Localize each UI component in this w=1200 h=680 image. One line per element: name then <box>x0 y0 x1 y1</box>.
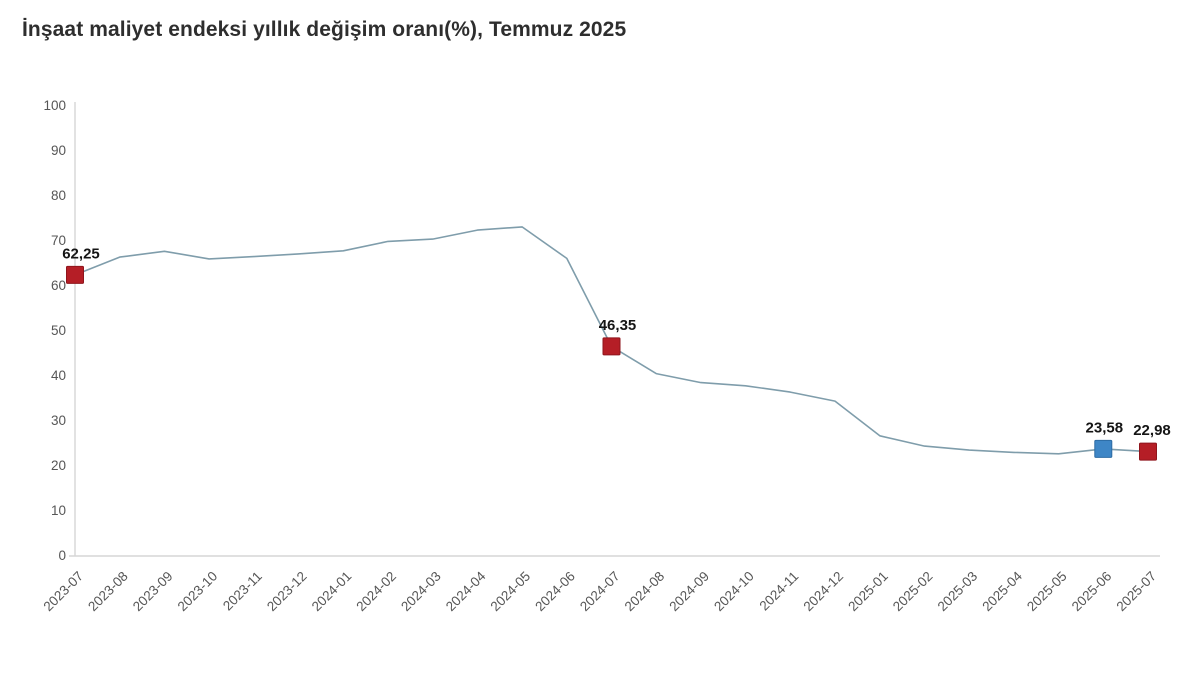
x-tick-label: 2023-07 <box>40 569 86 615</box>
y-tick-label: 40 <box>51 368 66 383</box>
x-tick-label: 2025-07 <box>1113 569 1159 615</box>
x-tick-label: 2024-01 <box>309 569 355 615</box>
x-tick-label: 2023-09 <box>130 569 176 615</box>
point-value-label: 22,98 <box>1133 422 1171 439</box>
x-tick-label: 2025-03 <box>935 569 981 615</box>
x-tick-label: 2025-06 <box>1069 569 1115 615</box>
x-tick-label: 2025-04 <box>979 568 1025 614</box>
y-tick-label: 60 <box>51 278 66 293</box>
chart-title: İnşaat maliyet endeksi yıllık değişim or… <box>22 18 627 41</box>
data-marker-blue <box>1094 439 1113 458</box>
x-tick-label: 2024-06 <box>532 569 578 615</box>
x-tick-label: 2023-08 <box>85 569 131 615</box>
y-tick-label: 0 <box>58 548 66 563</box>
x-tick-label: 2024-07 <box>577 569 623 615</box>
data-marker-red <box>602 337 621 356</box>
point-value-label: 62,25 <box>62 245 100 262</box>
x-tick-label: 2024-10 <box>711 569 757 615</box>
x-tick-label: 2023-12 <box>264 569 310 615</box>
x-tick-label: 2024-04 <box>443 568 489 614</box>
x-tick-label: 2024-05 <box>488 569 534 615</box>
y-tick-label: 70 <box>51 233 66 248</box>
x-tick-label: 2025-02 <box>890 569 936 615</box>
x-tick-label: 2024-09 <box>666 569 712 615</box>
y-tick-label: 20 <box>51 458 66 473</box>
y-tick-label: 80 <box>51 188 66 203</box>
x-tick-label: 2024-08 <box>622 569 668 615</box>
x-tick-label: 2024-02 <box>353 569 399 615</box>
y-tick-label: 50 <box>51 323 66 338</box>
point-value-label: 23,58 <box>1086 419 1124 436</box>
x-tick-label: 2025-05 <box>1024 569 1070 615</box>
x-tick-label: 2023-10 <box>175 569 221 615</box>
x-tick-label: 2023-11 <box>220 569 265 614</box>
x-tick-label: 2024-12 <box>801 569 847 615</box>
y-tick-label: 30 <box>51 413 66 428</box>
point-value-label: 46,35 <box>599 317 637 334</box>
y-tick-label: 90 <box>51 143 66 158</box>
x-tick-label: 2024-11 <box>757 569 802 614</box>
data-marker-red <box>1139 442 1157 461</box>
x-tick-label: 2025-01 <box>845 569 891 615</box>
data-marker-red <box>66 265 84 284</box>
y-tick-label: 10 <box>51 503 66 518</box>
x-tick-label: 2024-03 <box>398 569 444 615</box>
y-tick-label: 100 <box>43 98 66 113</box>
